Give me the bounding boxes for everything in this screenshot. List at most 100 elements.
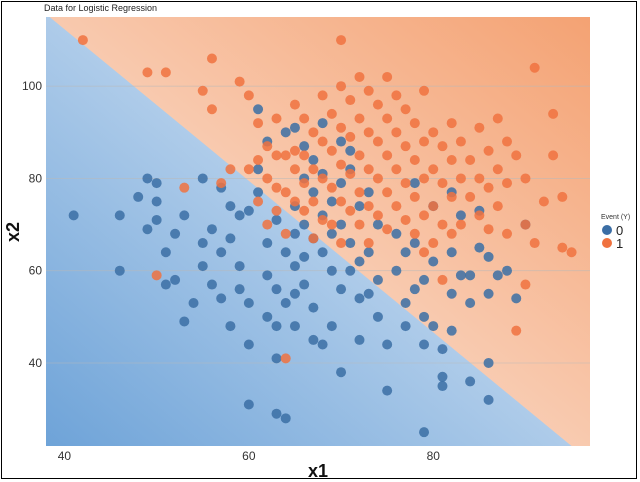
data-point-event-0: [299, 219, 310, 230]
y-tick-label: 80: [29, 171, 43, 185]
data-point-event-0: [372, 274, 383, 285]
x-tick-label: 80: [427, 449, 441, 463]
data-point-event-1: [502, 136, 513, 147]
data-point-event-1: [372, 173, 383, 184]
data-point-event-0: [363, 187, 374, 198]
data-point-event-0: [465, 298, 476, 308]
data-point-event-0: [151, 196, 162, 207]
data-point-event-0: [336, 367, 347, 378]
data-point-event-0: [271, 321, 282, 332]
x-tick-label: 40: [58, 449, 72, 463]
data-point-event-0: [400, 298, 411, 308]
data-point-event-1: [372, 210, 383, 221]
data-point-event-1: [253, 155, 264, 165]
data-point-event-0: [354, 334, 365, 345]
data-point-event-0: [206, 224, 217, 235]
data-point-event-0: [382, 385, 393, 396]
data-point-event-1: [354, 113, 365, 124]
data-point-event-1: [354, 219, 365, 230]
data-point-event-0: [308, 302, 319, 313]
data-point-event-0: [345, 145, 356, 156]
data-point-event-1: [465, 155, 476, 165]
data-point-event-1: [280, 353, 291, 364]
data-point-event-0: [68, 210, 79, 221]
data-point-event-1: [437, 219, 448, 230]
data-point-event-0: [474, 242, 485, 253]
data-point-event-1: [474, 122, 485, 133]
data-point-event-0: [142, 173, 153, 184]
data-point-event-1: [400, 141, 411, 152]
data-point-event-1: [391, 164, 402, 175]
data-point-event-0: [428, 321, 439, 332]
data-point-event-1: [142, 67, 153, 78]
data-point-event-1: [363, 201, 374, 212]
data-point-event-0: [197, 261, 208, 272]
data-point-event-0: [363, 247, 374, 258]
data-point-event-0: [465, 270, 476, 281]
data-point-event-0: [363, 288, 374, 299]
data-point-event-1: [465, 191, 476, 202]
x-axis-label: x1: [308, 461, 328, 481]
data-point-event-0: [299, 279, 310, 290]
data-point-event-0: [160, 247, 171, 258]
data-point-event-1: [280, 228, 291, 239]
y-axis-label: x2: [3, 222, 23, 242]
data-point-event-0: [114, 210, 125, 221]
data-point-event-1: [566, 247, 577, 258]
data-point-event-1: [345, 95, 356, 106]
data-point-event-1: [428, 238, 439, 249]
data-point-event-0: [142, 224, 153, 235]
data-point-event-0: [308, 155, 319, 165]
data-point-event-1: [271, 182, 282, 193]
data-point-event-0: [225, 233, 236, 244]
data-point-event-0: [336, 219, 347, 230]
data-point-event-0: [502, 265, 513, 276]
data-point-event-0: [437, 381, 448, 392]
data-point-event-0: [225, 321, 236, 332]
data-point-event-1: [345, 205, 356, 216]
data-point-event-1: [271, 150, 282, 161]
data-point-event-0: [234, 261, 245, 272]
data-point-event-1: [382, 113, 393, 124]
data-point-event-0: [289, 321, 300, 332]
data-point-event-1: [262, 173, 273, 184]
data-point-event-1: [419, 247, 430, 258]
data-point-event-1: [492, 201, 503, 212]
data-point-event-1: [206, 53, 217, 64]
data-point-event-0: [299, 251, 310, 262]
data-point-event-0: [243, 399, 254, 410]
data-point-event-1: [446, 118, 457, 129]
data-point-event-1: [225, 164, 236, 175]
data-point-event-0: [317, 118, 328, 129]
data-point-event-1: [437, 274, 448, 285]
data-point-event-1: [428, 201, 439, 212]
data-point-event-1: [336, 35, 347, 46]
data-point-event-0: [326, 228, 337, 239]
data-point-event-0: [234, 284, 245, 295]
data-point-event-0: [317, 247, 328, 258]
data-point-event-1: [474, 210, 485, 221]
data-point-event-1: [345, 168, 356, 179]
data-point-event-1: [336, 159, 347, 170]
y-tick-label: 60: [29, 264, 43, 278]
data-point-event-1: [419, 136, 430, 147]
data-point-event-1: [400, 104, 411, 115]
data-point-event-0: [188, 298, 199, 308]
data-point-event-0: [409, 238, 420, 249]
data-point-event-0: [391, 228, 402, 239]
data-point-event-1: [492, 164, 503, 175]
data-point-event-0: [262, 238, 273, 249]
data-point-event-1: [289, 99, 300, 110]
data-point-event-0: [483, 251, 494, 262]
data-point-event-1: [419, 85, 430, 96]
data-point-event-1: [262, 219, 273, 230]
data-point-event-1: [428, 127, 439, 138]
data-point-event-1: [326, 182, 337, 193]
data-point-event-0: [428, 256, 439, 267]
data-point-event-0: [179, 210, 190, 221]
data-point-event-1: [253, 196, 264, 207]
data-point-event-0: [216, 293, 227, 304]
data-point-event-0: [243, 298, 254, 308]
data-point-event-0: [409, 284, 420, 295]
